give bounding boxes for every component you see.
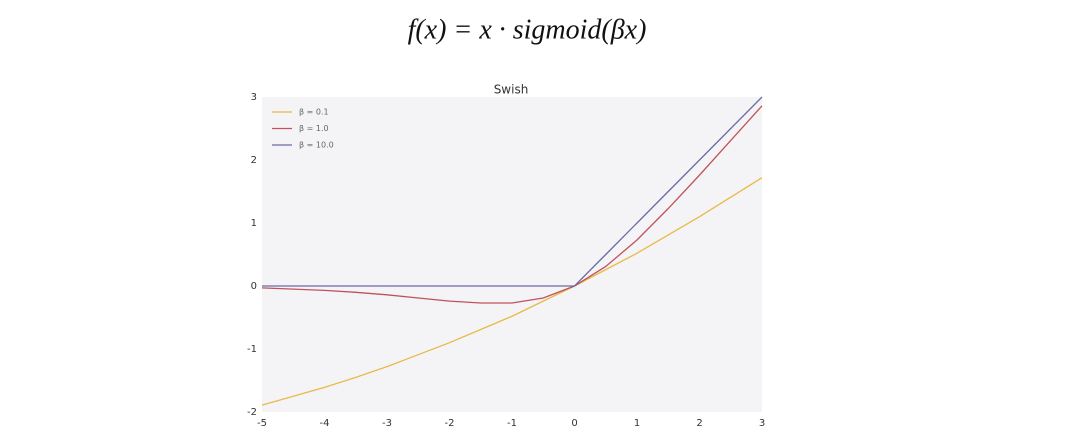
formula: f(x) = x · sigmoid(βx) [408, 14, 647, 45]
x-tick-label: -3 [382, 418, 392, 429]
x-tick-label: -2 [445, 418, 455, 429]
legend-text: β = 0.1 [299, 108, 329, 117]
x-tick-label: 0 [571, 418, 577, 429]
x-tick-label: 1 [634, 418, 640, 429]
y-tick-label: 1 [251, 218, 257, 229]
series-line [261, 105, 763, 304]
y-tick-label: 3 [251, 92, 257, 103]
x-tick-label: -4 [320, 418, 330, 429]
y-tick-label: -2 [247, 407, 257, 418]
x-tick-label: 2 [696, 418, 702, 429]
series-line [261, 177, 763, 406]
series-line [262, 96, 763, 287]
y-tick-label: -1 [247, 344, 257, 355]
chart-title: Swish [494, 83, 529, 97]
y-tick-label: 0 [251, 281, 257, 292]
plot-background [262, 97, 762, 412]
y-tick-label: 2 [251, 155, 257, 166]
legend-text: β = 1.0 [299, 124, 329, 133]
x-tick-label: -5 [257, 418, 267, 429]
legend-text: β = 10.0 [299, 141, 334, 150]
x-tick-label: -1 [507, 418, 517, 429]
x-tick-label: 3 [759, 418, 765, 429]
